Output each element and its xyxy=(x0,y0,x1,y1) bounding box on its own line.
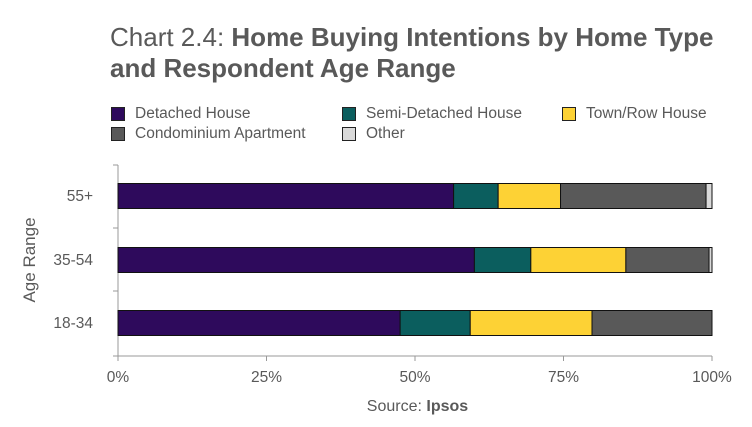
legend-swatch-town-row xyxy=(562,107,576,121)
bar-segment xyxy=(453,183,499,209)
x-tick-label: 25% xyxy=(251,369,282,386)
chart-title: Chart 2.4: Home Buying Intentions by Hom… xyxy=(110,22,740,84)
legend-label-detached: Detached House xyxy=(135,105,251,122)
bar-segment xyxy=(473,247,532,273)
bar-segment xyxy=(708,247,713,273)
legend-item-detached: Detached House xyxy=(111,105,250,123)
bar-segment xyxy=(705,183,713,209)
legend-swatch-other xyxy=(342,127,356,141)
bar-segment xyxy=(117,247,475,273)
legend-item-other: Other xyxy=(342,125,405,143)
bar-segment xyxy=(469,310,593,336)
legend-item-town-row: Town/Row House xyxy=(562,105,707,123)
x-tick-label: 100% xyxy=(692,369,732,386)
legend-label-other: Other xyxy=(366,125,405,142)
bar-segment xyxy=(530,247,627,273)
legend-item-semi-detached: Semi-Detached House xyxy=(342,105,522,123)
source-label: Source: xyxy=(366,398,427,415)
x-tick-label: 50% xyxy=(399,369,430,386)
y-category-label: 35-54 xyxy=(53,252,93,269)
bar-segment xyxy=(117,183,455,209)
bar-segment xyxy=(591,310,713,336)
legend-label-condominium: Condominium Apartment xyxy=(135,125,306,142)
x-tick-label: 0% xyxy=(107,369,130,386)
bar-segment xyxy=(117,310,401,336)
legend-swatch-detached xyxy=(111,107,125,121)
y-category-label: 55+ xyxy=(67,188,93,205)
bar-segment xyxy=(497,183,562,209)
source-note: Source: Ipsos xyxy=(0,398,752,416)
legend-swatch-condominium xyxy=(111,127,125,141)
legend-label-semi-detached: Semi-Detached House xyxy=(366,105,522,122)
legend-swatch-semi-detached xyxy=(342,107,356,121)
legend-label-town-row: Town/Row House xyxy=(586,105,707,122)
y-axis-title: Age Range xyxy=(20,217,39,302)
chart-title-main: Home Buying Intentions by Home Type and … xyxy=(110,22,714,83)
y-category-label: 18-34 xyxy=(53,315,93,332)
legend-item-condominium: Condominium Apartment xyxy=(111,125,306,143)
bar-segment xyxy=(399,310,471,336)
chart-title-prefix: Chart 2.4: xyxy=(110,22,232,52)
bar-segment xyxy=(625,247,710,273)
x-tick-label: 75% xyxy=(548,369,579,386)
legend: Detached House Semi-Detached House Town/… xyxy=(111,105,741,145)
source-name: Ipsos xyxy=(426,398,469,415)
bar-segment xyxy=(560,183,707,209)
